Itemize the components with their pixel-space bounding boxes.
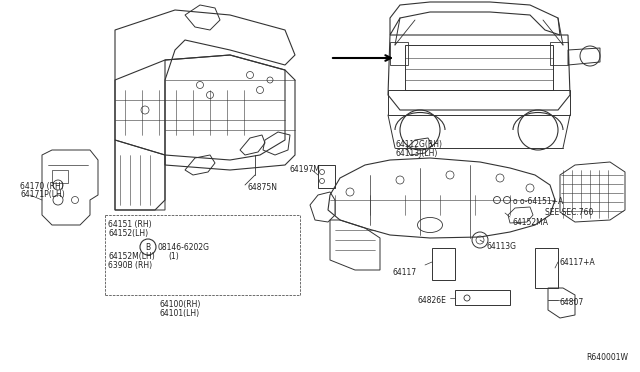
Text: B: B [145,243,150,251]
Text: 64152M(LH): 64152M(LH) [108,252,155,261]
Text: 64171P(LH): 64171P(LH) [20,190,65,199]
Text: R640001W: R640001W [586,353,628,362]
Text: 64826E: 64826E [418,296,447,305]
Text: 64152MA: 64152MA [513,218,549,227]
Text: o o-64151+A: o o-64151+A [513,197,563,206]
Text: 64875N: 64875N [248,183,278,192]
Text: 64117+A: 64117+A [560,258,596,267]
Text: SEE SEC.760: SEE SEC.760 [545,208,593,217]
Text: 64101(LH): 64101(LH) [160,309,200,318]
Text: 64807: 64807 [560,298,584,307]
Text: 64197M: 64197M [290,165,321,174]
Text: 6390B (RH): 6390B (RH) [108,261,152,270]
Text: 64117: 64117 [393,268,417,277]
Text: 64170 (RH): 64170 (RH) [20,182,64,191]
Text: 64112G(RH): 64112G(RH) [396,140,443,149]
Text: 64113G: 64113G [487,242,517,251]
Text: 64113J(LH): 64113J(LH) [396,149,438,158]
Text: 64151 (RH): 64151 (RH) [108,220,152,229]
Text: 64100(RH): 64100(RH) [160,300,202,309]
Text: (1): (1) [168,252,179,261]
Text: 64152(LH): 64152(LH) [108,229,148,238]
Text: 08146-6202G: 08146-6202G [157,243,209,252]
